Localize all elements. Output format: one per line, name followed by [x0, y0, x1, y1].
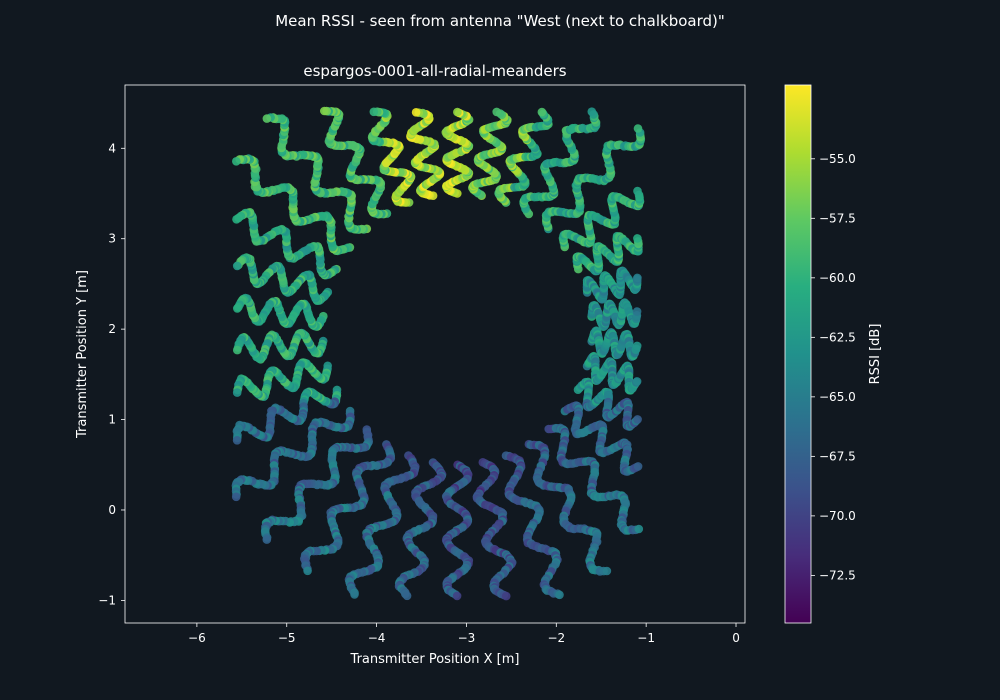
colorbar-tick-label: −70.0	[819, 509, 856, 523]
y-tick-label: −1	[98, 593, 116, 607]
data-point	[633, 415, 642, 424]
data-point	[633, 273, 642, 283]
colorbar-tick-label: −60.0	[819, 271, 856, 285]
x-tick-label: −2	[547, 631, 565, 645]
y-tick-label: 3	[108, 232, 116, 246]
data-point	[602, 566, 612, 576]
plot-frame	[124, 84, 746, 624]
x-tick-label: −4	[368, 631, 386, 645]
x-tick-label: −3	[458, 631, 476, 645]
x-axis: −6 −5 −4 −3 −2 −1 0	[188, 623, 740, 645]
x-axis-label: Transmitter Position X [m]	[350, 652, 520, 667]
data-point	[453, 107, 462, 117]
y-tick-label: 0	[108, 503, 116, 517]
data-point	[369, 107, 379, 117]
data-point	[411, 108, 421, 117]
x-tick-label: −5	[278, 631, 296, 645]
data-point	[492, 107, 502, 117]
data-point	[233, 304, 242, 313]
data-point	[350, 590, 359, 599]
data-point	[634, 524, 644, 534]
y-tick-label: 1	[108, 413, 116, 427]
data-point	[402, 591, 412, 601]
data-point	[320, 106, 329, 116]
data-point	[262, 114, 272, 123]
data-point	[232, 388, 242, 397]
x-tick-label: 0	[732, 631, 740, 645]
colorbar-axis: −72.5 −70.0 −67.5 −65.0 −62.5 −60.0 −57.5 −55.0	[811, 152, 856, 582]
data-point	[587, 107, 597, 116]
data-point	[632, 307, 642, 316]
colorbar-tick-label: −57.5	[819, 211, 856, 225]
data-point	[303, 566, 312, 576]
data-point	[232, 261, 242, 271]
data-point	[232, 157, 241, 166]
scatter-points	[231, 106, 646, 601]
plot-title: espargos-0001-all-radial-meanders	[303, 62, 566, 80]
data-point	[262, 535, 272, 544]
data-point	[633, 124, 643, 133]
colorbar-tick-label: −55.0	[819, 152, 856, 166]
data-point	[555, 590, 564, 600]
data-point	[632, 377, 642, 386]
colorbar	[784, 84, 812, 624]
y-axis-label: Transmitter Position Y [m]	[75, 270, 90, 439]
data-point	[232, 215, 241, 224]
data-point	[232, 436, 242, 445]
x-tick-label: −6	[188, 631, 206, 645]
y-axis: −1 0 1 2 3 4	[98, 141, 125, 607]
data-point	[231, 492, 241, 502]
x-tick-label: −1	[637, 631, 655, 645]
y-tick-label: 2	[108, 322, 116, 336]
figure-suptitle: Mean RSSI - seen from antenna "West (nex…	[275, 12, 725, 30]
data-point	[537, 107, 547, 117]
colorbar-label: RSSI [dB]	[868, 324, 883, 385]
colorbar-tick-label: −65.0	[819, 390, 856, 404]
y-tick-label: 4	[108, 141, 116, 155]
data-point	[633, 186, 642, 196]
data-point	[633, 234, 642, 243]
colorbar-tick-label: −67.5	[819, 449, 856, 463]
data-point	[633, 462, 643, 471]
data-point	[501, 591, 511, 601]
colorbar-tick-label: −62.5	[819, 330, 856, 344]
data-point	[452, 591, 462, 601]
colorbar-tick-label: −72.5	[819, 568, 856, 582]
data-point	[632, 341, 642, 351]
data-point	[233, 345, 242, 355]
